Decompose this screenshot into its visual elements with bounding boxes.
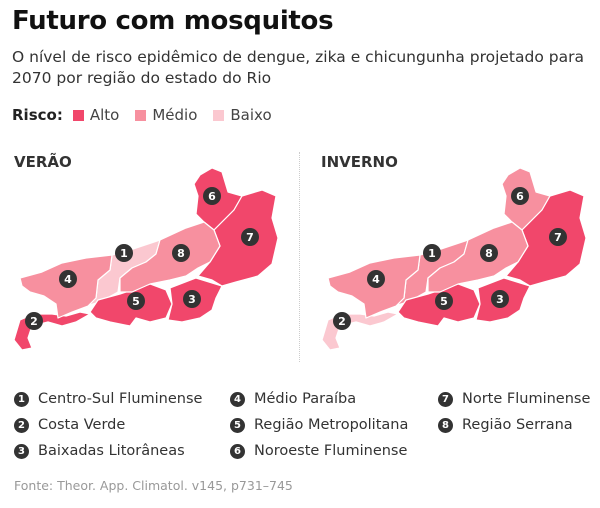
region-key-col-3: 7 Norte Fluminense 8 Região Serrana xyxy=(438,386,590,438)
legend-text-alto: Alto xyxy=(89,106,120,124)
number-badge-icon: 5 xyxy=(230,417,245,433)
region-marker-icon: 1 xyxy=(115,244,133,262)
region-8 xyxy=(119,221,221,293)
number-badge-icon: 4 xyxy=(230,391,245,407)
subtitle: O nível de risco epidêmico de dengue, zi… xyxy=(12,48,584,87)
region-8 xyxy=(427,221,529,293)
region-name: Região Serrana xyxy=(462,417,573,433)
region-key-col-1: 1 Centro-Sul Fluminense 2 Costa Verde 3 Bai… xyxy=(14,386,202,464)
legend-item-baixo: Baixo xyxy=(213,106,272,124)
legend-text-medio: Médio xyxy=(152,106,198,124)
region-marker-icon: 2 xyxy=(25,312,43,330)
region-key-col-2: 4 Médio Paraíba 5 Região Metropolitana 6 No… xyxy=(230,386,408,464)
region-key-item: 1 Centro-Sul Fluminense xyxy=(14,386,202,412)
region-7 xyxy=(505,189,587,287)
legend-item-alto: Alto xyxy=(72,106,120,124)
swatch-alto xyxy=(72,109,84,121)
region-key-item: 5 Região Metropolitana xyxy=(230,412,408,438)
region-name: Noroeste Fluminense xyxy=(254,443,408,459)
risk-legend: Risco: Alto Médio Baixo xyxy=(12,106,288,124)
region-marker-icon: 7 xyxy=(241,228,259,246)
svg-text:1: 1 xyxy=(428,247,436,260)
source-note: Fonte: Theor. App. Climatol. v145, p731–… xyxy=(14,478,293,493)
legend-text-baixo: Baixo xyxy=(230,106,272,124)
svg-text:4: 4 xyxy=(372,273,380,286)
svg-text:8: 8 xyxy=(485,247,493,260)
region-marker-icon: 1 xyxy=(423,244,441,262)
region-key-item: 6 Noroeste Fluminense xyxy=(230,438,408,464)
season-title-verao: VERÃO xyxy=(14,153,72,171)
swatch-medio xyxy=(135,109,147,121)
region-marker-icon: 4 xyxy=(367,270,385,288)
region-name: Região Metropolitana xyxy=(254,417,409,433)
svg-text:6: 6 xyxy=(516,190,524,203)
legend-label: Risco: xyxy=(12,106,63,124)
region-key-item: 7 Norte Fluminense xyxy=(438,386,590,412)
svg-text:3: 3 xyxy=(496,293,504,306)
svg-text:4: 4 xyxy=(64,273,72,286)
region-name: Baixadas Litorâneas xyxy=(38,443,185,459)
svg-text:2: 2 xyxy=(338,315,346,328)
map-divider xyxy=(299,152,300,362)
region-name: Costa Verde xyxy=(38,417,126,433)
number-badge-icon: 6 xyxy=(230,443,245,459)
region-marker-icon: 7 xyxy=(549,228,567,246)
number-badge-icon: 1 xyxy=(14,391,29,407)
season-title-inverno: INVERNO xyxy=(321,153,398,171)
region-name: Centro-Sul Fluminense xyxy=(38,391,203,407)
region-key-item: 4 Médio Paraíba xyxy=(230,386,408,412)
svg-text:8: 8 xyxy=(177,247,185,260)
number-badge-icon: 2 xyxy=(14,417,29,433)
region-marker-icon: 8 xyxy=(172,244,190,262)
region-marker-icon: 4 xyxy=(59,270,77,288)
number-badge-icon: 3 xyxy=(14,443,29,459)
svg-text:5: 5 xyxy=(440,295,448,308)
number-badge-icon: 8 xyxy=(438,417,453,433)
svg-text:3: 3 xyxy=(188,293,196,306)
legend-item-medio: Médio xyxy=(135,106,197,124)
page-title: Futuro com mosquitos xyxy=(12,6,334,36)
region-2 xyxy=(321,311,399,351)
svg-text:2: 2 xyxy=(30,315,38,328)
region-marker-icon: 5 xyxy=(127,292,145,310)
region-key-item: 2 Costa Verde xyxy=(14,412,202,438)
svg-text:7: 7 xyxy=(554,231,562,244)
region-marker-icon: 8 xyxy=(480,244,498,262)
region-marker-icon: 2 xyxy=(333,312,351,330)
region-marker-icon: 5 xyxy=(435,292,453,310)
region-key-item: 8 Região Serrana xyxy=(438,412,590,438)
svg-text:7: 7 xyxy=(246,231,254,244)
region-7 xyxy=(197,189,279,287)
svg-text:5: 5 xyxy=(132,295,140,308)
map-verao: 1 2 3 4 5 6 7 8 xyxy=(13,167,279,351)
swatch-baixo xyxy=(213,109,225,121)
region-marker-icon: 3 xyxy=(491,290,509,308)
region-name: Norte Fluminense xyxy=(462,391,591,407)
region-marker-icon: 6 xyxy=(511,187,529,205)
region-2 xyxy=(13,311,91,351)
svg-text:1: 1 xyxy=(120,247,128,260)
region-key-item: 3 Baixadas Litorâneas xyxy=(14,438,202,464)
region-marker-icon: 3 xyxy=(183,290,201,308)
number-badge-icon: 7 xyxy=(438,391,453,407)
region-marker-icon: 6 xyxy=(203,187,221,205)
svg-text:6: 6 xyxy=(208,190,216,203)
region-name: Médio Paraíba xyxy=(254,391,357,407)
map-inverno: 1 2 3 4 5 6 7 8 xyxy=(321,167,587,351)
